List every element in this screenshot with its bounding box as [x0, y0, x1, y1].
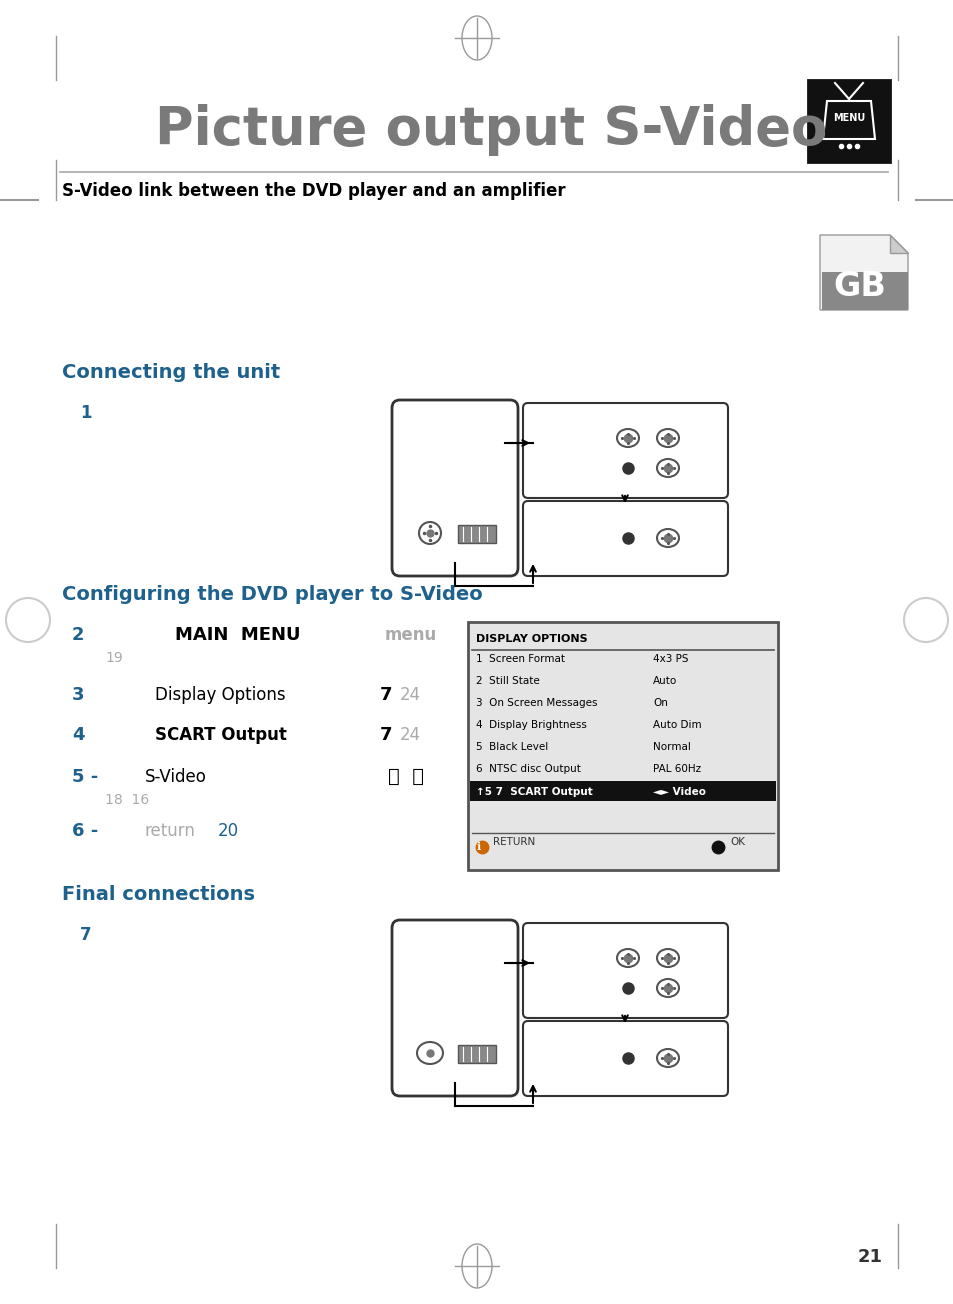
- Text: Auto: Auto: [652, 675, 677, 686]
- Text: 4x3 PS: 4x3 PS: [652, 655, 688, 664]
- Text: 20: 20: [218, 822, 239, 840]
- Text: 18  16: 18 16: [105, 793, 149, 807]
- Text: DISPLAY OPTIONS: DISPLAY OPTIONS: [476, 634, 587, 644]
- Text: Connecting the unit: Connecting the unit: [62, 363, 280, 382]
- FancyBboxPatch shape: [392, 400, 517, 576]
- FancyBboxPatch shape: [522, 403, 727, 498]
- Text: 5  Black Level: 5 Black Level: [476, 742, 548, 752]
- Text: 7: 7: [80, 926, 91, 944]
- Bar: [457, 526, 496, 542]
- FancyBboxPatch shape: [522, 1021, 727, 1095]
- Text: MENU: MENU: [832, 113, 864, 123]
- Text: Final connections: Final connections: [62, 885, 254, 904]
- Text: 1  Screen Format: 1 Screen Format: [476, 655, 564, 664]
- Text: 2  Still State: 2 Still State: [476, 675, 539, 686]
- Text: 7: 7: [379, 726, 392, 745]
- Text: 3: 3: [71, 686, 85, 704]
- Text: On: On: [652, 698, 667, 708]
- Text: 4  Display Brightness: 4 Display Brightness: [476, 720, 586, 730]
- Text: 7: 7: [379, 686, 392, 704]
- Bar: [457, 1045, 496, 1063]
- Text: ↑5 7  SCART Output: ↑5 7 SCART Output: [476, 788, 592, 797]
- Bar: [468, 622, 778, 870]
- Text: ◄► Video: ◄► Video: [652, 788, 705, 797]
- Text: 〈  〉: 〈 〉: [388, 767, 423, 786]
- Text: S-Video: S-Video: [145, 768, 207, 786]
- Text: OK: OK: [729, 837, 744, 848]
- Text: MAIN  MENU: MAIN MENU: [174, 626, 300, 644]
- Text: 24: 24: [399, 686, 420, 704]
- Bar: [470, 781, 775, 801]
- Text: 21: 21: [857, 1248, 882, 1266]
- Text: 3  On Screen Messages: 3 On Screen Messages: [476, 698, 597, 708]
- Text: 6  NTSC disc Output: 6 NTSC disc Output: [476, 764, 580, 775]
- Text: 19: 19: [105, 651, 123, 665]
- Text: Display Options: Display Options: [154, 686, 285, 704]
- Text: 2: 2: [71, 626, 85, 644]
- Text: 24: 24: [399, 726, 420, 745]
- Text: SCART Output: SCART Output: [154, 726, 287, 745]
- Text: Picture output S-Video: Picture output S-Video: [154, 104, 826, 156]
- Text: Normal: Normal: [652, 742, 690, 752]
- Text: 6 -: 6 -: [71, 822, 98, 840]
- Text: menu: menu: [385, 626, 436, 644]
- Text: 4: 4: [71, 726, 85, 745]
- Text: ℹ: ℹ: [476, 842, 480, 852]
- Text: return: return: [145, 822, 195, 840]
- FancyBboxPatch shape: [392, 921, 517, 1095]
- Text: 5 -: 5 -: [71, 768, 98, 786]
- Text: 1: 1: [80, 404, 91, 422]
- Polygon shape: [820, 235, 907, 310]
- FancyBboxPatch shape: [522, 501, 727, 576]
- Text: GB: GB: [833, 270, 885, 304]
- Polygon shape: [889, 235, 907, 253]
- Text: Configuring the DVD player to S-Video: Configuring the DVD player to S-Video: [62, 585, 482, 604]
- Text: PAL 60Hz: PAL 60Hz: [652, 764, 700, 775]
- Text: Auto Dim: Auto Dim: [652, 720, 700, 730]
- Text: S-Video link between the DVD player and an amplifier: S-Video link between the DVD player and …: [62, 183, 565, 200]
- FancyBboxPatch shape: [522, 923, 727, 1018]
- Bar: [821, 273, 907, 310]
- Text: RETURN: RETURN: [493, 837, 535, 848]
- Bar: [807, 80, 889, 162]
